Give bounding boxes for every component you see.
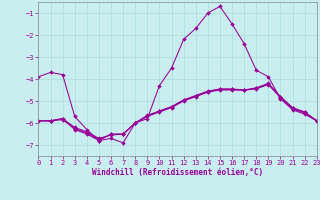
X-axis label: Windchill (Refroidissement éolien,°C): Windchill (Refroidissement éolien,°C) [92,168,263,177]
